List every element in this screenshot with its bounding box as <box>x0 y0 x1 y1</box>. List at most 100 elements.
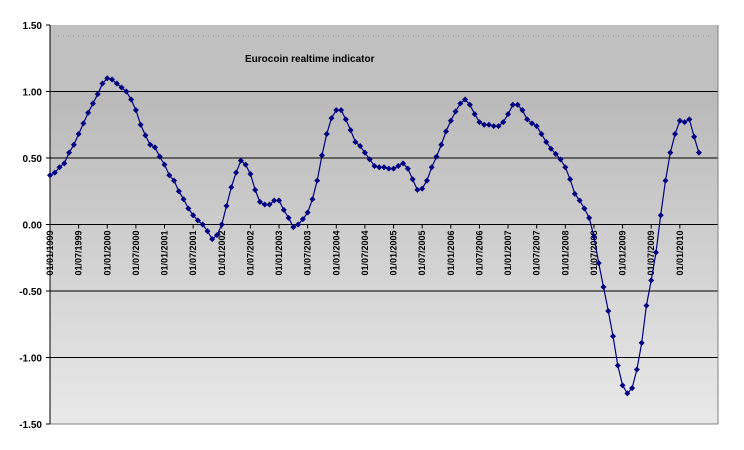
data-point <box>657 212 664 219</box>
data-point <box>75 131 82 138</box>
data-point <box>567 176 574 183</box>
data-point <box>404 165 411 172</box>
data-point <box>347 127 354 134</box>
data-point <box>361 149 368 156</box>
x-tick-label: 01/01/2000 <box>102 231 112 276</box>
data-point <box>185 205 192 212</box>
y-tick-label: -0.50 <box>19 287 42 298</box>
data-point <box>128 96 135 103</box>
y-tick-label: -1.00 <box>19 354 42 365</box>
data-point <box>218 221 225 228</box>
data-point <box>194 217 201 224</box>
data-point <box>629 385 636 392</box>
data-point <box>600 284 607 291</box>
y-tick-label: -1.50 <box>19 420 42 431</box>
data-point <box>648 277 655 284</box>
data-point <box>505 111 512 118</box>
data-point <box>414 186 421 193</box>
x-tick-label: 01/07/2000 <box>131 231 141 276</box>
data-point <box>605 307 612 314</box>
data-point <box>581 205 588 212</box>
data-point <box>123 88 130 95</box>
data-point <box>633 366 640 373</box>
data-point <box>619 382 626 389</box>
data-point <box>271 197 278 204</box>
x-tick-label: 01/07/2009 <box>646 231 656 276</box>
data-point <box>66 149 73 156</box>
data-point <box>485 121 492 128</box>
x-tick-label: 01/07/2003 <box>303 231 313 276</box>
data-point <box>652 249 659 256</box>
data-point <box>538 131 545 138</box>
x-tick-label: 01/07/2005 <box>417 231 427 276</box>
data-point <box>118 84 125 91</box>
data-point <box>691 133 698 140</box>
data-point <box>390 165 397 172</box>
data-point <box>333 107 340 114</box>
data-point <box>662 177 669 184</box>
data-point <box>299 216 306 223</box>
data-point <box>357 143 364 150</box>
data-point <box>376 164 383 171</box>
data-point <box>304 209 311 216</box>
data-point <box>137 121 144 128</box>
data-point <box>610 333 617 340</box>
data-point <box>476 119 483 126</box>
plot-background <box>50 92 718 424</box>
data-point <box>237 157 244 164</box>
data-point <box>552 151 559 158</box>
x-tick-label: 01/01/1999 <box>45 231 55 276</box>
data-point <box>423 177 430 184</box>
data-point <box>643 302 650 309</box>
data-point <box>256 198 263 205</box>
data-point <box>471 111 478 118</box>
x-tick-label: 01/07/2002 <box>245 231 255 276</box>
data-point <box>638 339 645 346</box>
data-point <box>509 101 516 108</box>
data-point <box>199 221 206 228</box>
data-point <box>395 162 402 169</box>
data-point <box>590 233 597 240</box>
data-point <box>309 196 316 203</box>
x-tick-label: 01/01/2004 <box>331 231 341 276</box>
data-point <box>562 164 569 171</box>
data-point <box>409 176 416 183</box>
y-tick-label: 1.00 <box>23 88 43 99</box>
data-point <box>681 119 688 126</box>
data-point <box>447 117 454 124</box>
data-point <box>285 214 292 221</box>
data-point <box>166 172 173 179</box>
data-point <box>342 116 349 123</box>
data-point <box>161 161 168 168</box>
data-point <box>452 108 459 115</box>
data-point <box>214 232 220 239</box>
x-tick-label: 01/01/2005 <box>389 231 399 276</box>
data-point <box>204 228 211 235</box>
x-tick-label: 01/01/2009 <box>618 231 628 276</box>
data-point <box>171 177 178 184</box>
data-point <box>113 80 120 87</box>
x-tick-label: 01/01/2003 <box>274 231 284 276</box>
data-point <box>252 186 259 193</box>
y-tick-label: 1.50 <box>23 21 43 32</box>
data-point <box>242 161 249 168</box>
x-tick-label: 01/07/2006 <box>474 231 484 276</box>
data-point <box>667 149 674 156</box>
y-tick-label: 0.50 <box>23 154 43 165</box>
data-point <box>99 80 106 87</box>
data-point <box>462 96 469 103</box>
x-tick-label: 01/07/2008 <box>589 231 599 276</box>
data-point <box>428 164 435 171</box>
x-tick-label: 01/01/2007 <box>503 231 513 276</box>
data-point <box>514 101 521 108</box>
data-point <box>338 107 345 114</box>
data-point <box>85 109 92 116</box>
x-tick-label: 01/01/2001 <box>160 231 170 276</box>
data-point <box>524 116 531 123</box>
data-point <box>104 75 111 82</box>
plot-top-band <box>50 25 718 92</box>
data-point <box>686 116 693 123</box>
data-point <box>500 119 507 126</box>
data-point <box>443 128 450 135</box>
